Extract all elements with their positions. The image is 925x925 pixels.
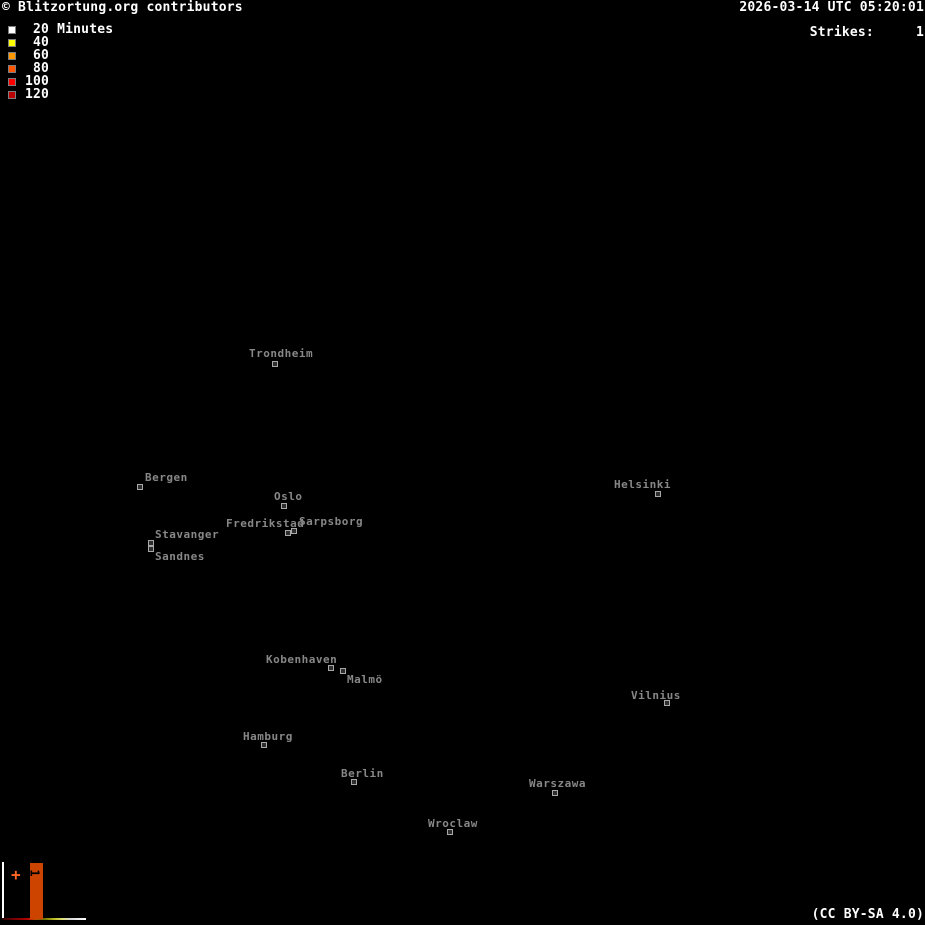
city-marker-sarpsborg-icon: [291, 528, 297, 534]
timestamp-text: 2026-03-14 UTC 05:20:01: [739, 0, 924, 15]
city-label-oslo: Oslo: [274, 490, 303, 503]
legend-label-100: 100: [25, 74, 50, 89]
legend-row-40: 40: [8, 35, 50, 50]
city-label-hamburg: Hamburg: [243, 730, 293, 743]
city-label-berlin: Berlin: [341, 767, 384, 780]
city-label-wroclaw: Wroclaw: [428, 817, 478, 830]
city-marker-trondheim-icon: [272, 361, 278, 367]
city-marker-fredrikstad-icon: [285, 530, 291, 536]
legend-swatch-40-icon: [8, 39, 16, 47]
city-label-fredrikstad: Fredrikstad: [226, 517, 305, 530]
legend-label-40: 40: [25, 35, 50, 50]
city-label-vilnius: Vilnius: [631, 689, 681, 702]
city-marker-warszawa-icon: [552, 790, 558, 796]
city-label-kobenhaven: Kobenhaven: [266, 653, 338, 666]
city-marker-bergen-icon: [137, 484, 143, 490]
city-marker-hamburg-icon: [261, 742, 267, 748]
city-marker-berlin-icon: [351, 779, 357, 785]
city-marker-sandnes-icon: [148, 546, 154, 552]
city-marker-kobenhaven-icon: [328, 665, 334, 671]
strikes-counter: Strikes: 1: [810, 25, 924, 40]
legend-swatch-80-icon: [8, 65, 16, 73]
license-text: (CC BY-SA 4.0): [811, 907, 924, 922]
city-marker-stavanger-icon: [148, 540, 154, 546]
city-label-sarpsborg: Sarpsborg: [299, 515, 364, 528]
legend-row-80: 80: [8, 61, 50, 76]
legend-label-120: 120: [25, 87, 50, 102]
legend-swatch-100-icon: [8, 78, 16, 86]
legend-row-60: 60: [8, 48, 50, 63]
legend-swatch-120-icon: [8, 91, 16, 99]
city-label-warszawa: Warszawa: [529, 777, 586, 790]
legend-row-120: 120: [8, 87, 50, 102]
legend-label-20: 20 Minutes: [25, 22, 114, 37]
strikes-label: Strikes:: [809, 25, 874, 40]
city-marker-oslo-icon: [281, 503, 287, 509]
histogram-bar: [30, 863, 43, 919]
legend-row-100: 100: [8, 74, 50, 89]
city-label-trondheim: Trondheim: [249, 347, 314, 360]
attribution-text: © Blitzortung.org contributors: [2, 0, 243, 15]
legend-row-20: 20 Minutes: [8, 22, 114, 37]
legend-label-80: 80: [25, 61, 50, 76]
histogram-time-axis: [2, 918, 86, 920]
city-marker-helsinki-icon: [655, 491, 661, 497]
histogram-y-axis: [2, 862, 4, 920]
city-marker-vilnius-icon: [664, 700, 670, 706]
strike-histogram: 1 +: [0, 858, 100, 925]
city-label-sandnes: Sandnes: [155, 550, 205, 563]
city-label-malmo: Malmö: [347, 673, 383, 686]
city-label-bergen: Bergen: [145, 471, 188, 484]
legend-swatch-20-icon: [8, 26, 16, 34]
plus-marker-icon: +: [11, 865, 21, 884]
legend-swatch-60-icon: [8, 52, 16, 60]
city-marker-malmo-icon: [340, 668, 346, 674]
legend-label-60: 60: [25, 48, 50, 63]
city-label-stavanger: Stavanger: [155, 528, 220, 541]
strikes-value: 1: [915, 25, 924, 40]
city-label-helsinki: Helsinki: [614, 478, 671, 491]
histogram-bar-value: 1: [27, 869, 42, 877]
city-marker-wroclaw-icon: [447, 829, 453, 835]
